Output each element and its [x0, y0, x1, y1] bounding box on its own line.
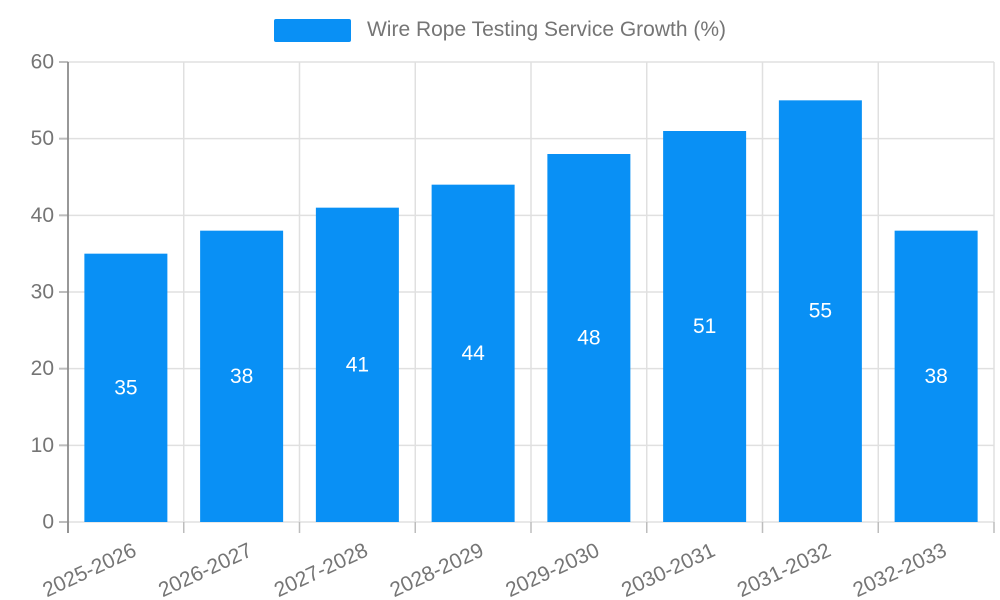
y-tick-label: 20 — [31, 357, 54, 380]
bar — [431, 184, 515, 522]
y-tick-label: 0 — [42, 511, 54, 534]
bar-value-label: 38 — [924, 365, 947, 388]
y-tick-label: 60 — [31, 51, 54, 74]
bar-value-label: 51 — [693, 315, 716, 338]
bar — [315, 207, 399, 522]
x-category-label: 2029-2030 — [502, 539, 603, 600]
bar — [894, 230, 978, 522]
y-tick-label: 50 — [31, 127, 54, 150]
x-category-label: 2026-2027 — [155, 539, 256, 600]
bar — [84, 253, 168, 522]
x-category-label: 2031-2032 — [734, 539, 835, 600]
x-category-label: 2027-2028 — [271, 539, 372, 600]
bar — [778, 100, 862, 522]
bar-value-label: 35 — [114, 376, 137, 399]
legend-label: Wire Rope Testing Service Growth (%) — [366, 18, 727, 41]
legend-swatch[interactable] — [273, 18, 351, 42]
chart-legend[interactable]: Wire Rope Testing Service Growth (%) — [0, 18, 1000, 42]
x-category-label: 2025-2026 — [39, 539, 140, 600]
x-category-label: 2032-2033 — [849, 539, 950, 600]
x-category-label: 2030-2031 — [618, 539, 719, 600]
bar-value-label: 55 — [809, 300, 832, 323]
y-tick-label: 10 — [31, 434, 54, 457]
x-category-label: 2028-2029 — [386, 539, 487, 600]
bar-value-label: 48 — [577, 327, 600, 350]
bar-value-label: 41 — [346, 353, 369, 376]
y-tick-label: 30 — [31, 281, 54, 304]
bar — [547, 154, 631, 522]
y-tick-label: 40 — [31, 204, 54, 227]
bar-value-label: 38 — [230, 365, 253, 388]
bar — [663, 131, 747, 522]
bar-value-label: 44 — [461, 342, 485, 365]
bar — [200, 230, 284, 522]
